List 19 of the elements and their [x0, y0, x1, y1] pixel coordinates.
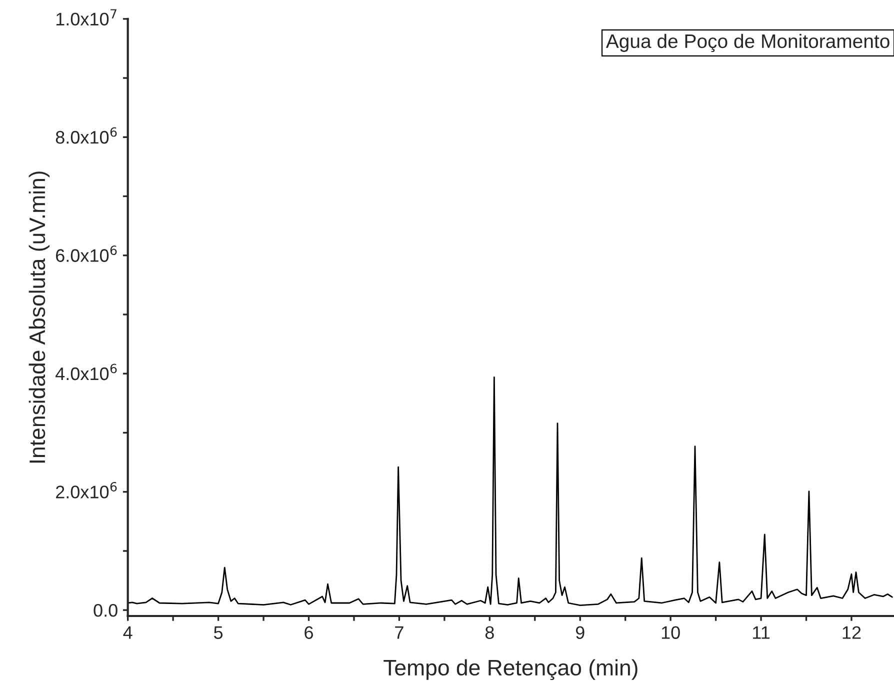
x-tick-label: 4 [123, 626, 132, 639]
y-tick-label: 4.0x10$^{6}$ [56, 364, 117, 380]
x-tick-label: 8 [485, 626, 494, 639]
x-tick-label: 12 [842, 626, 861, 639]
y-tick-label: 6.0x10$^{6}$ [56, 245, 117, 262]
x-tick-label: 5 [214, 626, 223, 639]
y-tick-label: 1.0x10$^{7}$ [56, 9, 116, 26]
x-tick-label: 7 [395, 626, 404, 639]
x-tick-label: 11 [753, 626, 770, 639]
y-axis-title: Intensidade Absoluta (uV.min) [28, 172, 50, 463]
x-tick-label: 10 [662, 626, 680, 639]
line-series [128, 376, 893, 606]
y-tick-label: 0.0 [94, 604, 118, 617]
x-tick-label: 6 [304, 626, 313, 639]
x-tick-label: 9 [576, 626, 584, 639]
annotation: Agua de Poço de Monitoramento [606, 34, 890, 52]
y-tick-label: 8.0x10$^{6}$ [56, 127, 117, 144]
x-axis-title: Tempo de Retençao (min) [384, 659, 638, 680]
y-tick-label: 2.0x10$^{6}$ [56, 482, 117, 498]
